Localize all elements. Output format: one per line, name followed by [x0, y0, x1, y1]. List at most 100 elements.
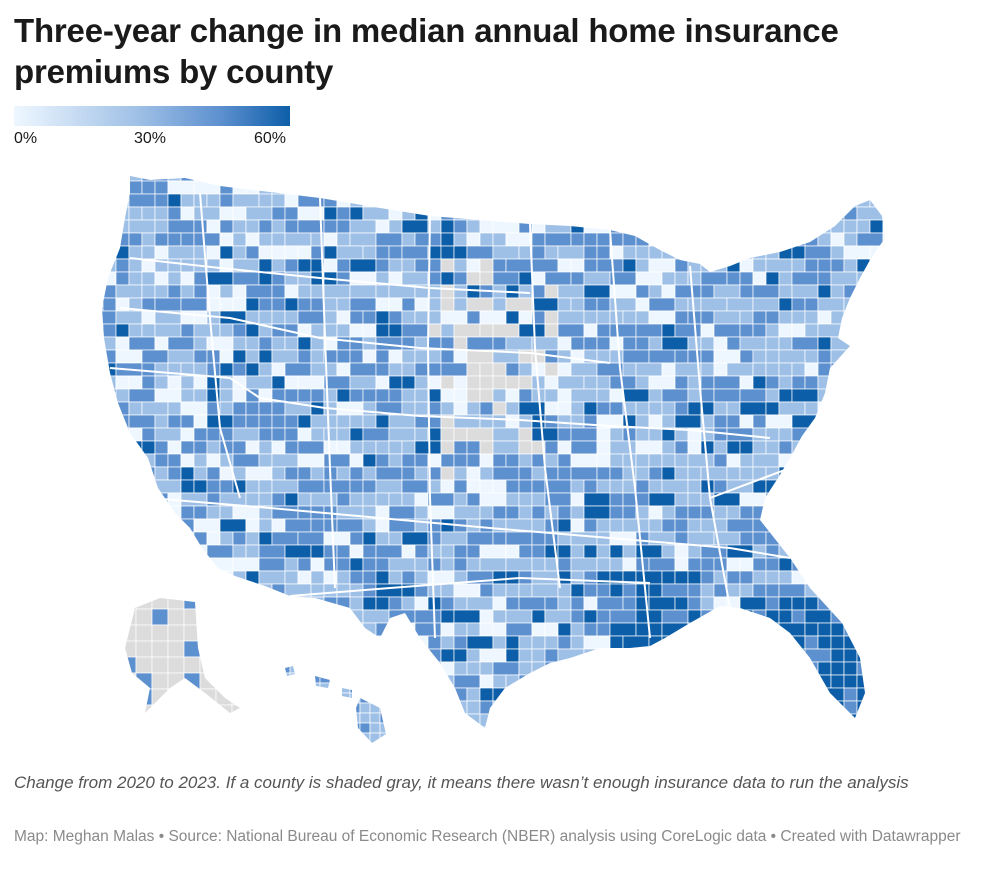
- county-tile[interactable]: [583, 193, 598, 208]
- county-tile[interactable]: [271, 310, 286, 325]
- county-tile[interactable]: [882, 583, 896, 598]
- county-tile[interactable]: [388, 557, 416, 572]
- county-tile[interactable]: [687, 531, 715, 546]
- county-tile[interactable]: [310, 544, 325, 559]
- county-tile[interactable]: [830, 427, 845, 442]
- county-tile[interactable]: [388, 674, 403, 689]
- county-tile[interactable]: [258, 349, 273, 364]
- county-tile[interactable]: [843, 661, 858, 676]
- county-tile[interactable]: [752, 323, 767, 338]
- county-tile[interactable]: [167, 414, 182, 429]
- county-tile[interactable]: [726, 245, 741, 260]
- county-tile[interactable]: [232, 596, 247, 611]
- county-tile[interactable]: [869, 557, 896, 572]
- county-tile[interactable]: [661, 401, 676, 416]
- county-tile[interactable]: [245, 661, 260, 676]
- county-tile[interactable]: [193, 466, 208, 481]
- county-tile[interactable]: [466, 336, 494, 351]
- county-tile[interactable]: [830, 388, 858, 403]
- county-tile[interactable]: [440, 193, 455, 208]
- county-tile[interactable]: [219, 479, 234, 494]
- county-tile[interactable]: [843, 284, 858, 299]
- county-tile[interactable]: [739, 375, 754, 390]
- county-tile[interactable]: [713, 440, 728, 455]
- county-tile[interactable]: [739, 453, 754, 468]
- county-tile[interactable]: [609, 453, 624, 468]
- county-tile[interactable]: [739, 401, 767, 416]
- county-tile[interactable]: [219, 206, 234, 221]
- county-tile[interactable]: [454, 753, 467, 758]
- county-tile[interactable]: [193, 440, 208, 455]
- county-tile[interactable]: [289, 663, 301, 674]
- county-tile[interactable]: [804, 622, 819, 637]
- county-tile[interactable]: [896, 740, 909, 753]
- county-tile[interactable]: [414, 401, 429, 416]
- county-tile[interactable]: [804, 583, 819, 598]
- county-tile[interactable]: [674, 674, 689, 689]
- county-tile[interactable]: [882, 180, 896, 195]
- county-tile[interactable]: [167, 375, 182, 390]
- county-tile[interactable]: [557, 622, 572, 637]
- county-tile[interactable]: [778, 168, 793, 182]
- county-tile[interactable]: [319, 712, 331, 724]
- county-tile[interactable]: [154, 206, 169, 221]
- county-tile[interactable]: [90, 362, 104, 377]
- county-tile[interactable]: [752, 427, 767, 442]
- county-tile[interactable]: [739, 570, 754, 585]
- county-tile[interactable]: [804, 258, 819, 273]
- county-tile[interactable]: [544, 648, 559, 663]
- county-tile[interactable]: [583, 219, 611, 234]
- county-tile[interactable]: [339, 702, 351, 714]
- county-tile[interactable]: [310, 349, 325, 364]
- county-tile[interactable]: [700, 375, 715, 390]
- county-tile[interactable]: [388, 168, 403, 182]
- county-tile[interactable]: [531, 505, 546, 520]
- county-tile[interactable]: [505, 492, 520, 507]
- county-tile[interactable]: [544, 713, 559, 728]
- county-tile[interactable]: [804, 674, 832, 689]
- county-tile[interactable]: [115, 310, 143, 325]
- county-tile[interactable]: [479, 583, 494, 598]
- county-tile[interactable]: [635, 700, 663, 715]
- county-tile[interactable]: [323, 284, 351, 299]
- county-tile[interactable]: [479, 414, 494, 429]
- county-tile[interactable]: [493, 753, 506, 758]
- county-tile[interactable]: [661, 323, 676, 338]
- county-tile[interactable]: [115, 700, 130, 715]
- county-tile[interactable]: [700, 583, 715, 598]
- county-tile[interactable]: [271, 180, 299, 195]
- county-tile[interactable]: [635, 362, 663, 377]
- county-tile[interactable]: [388, 323, 403, 338]
- county-tile[interactable]: [285, 753, 298, 758]
- county-tile[interactable]: [167, 624, 185, 642]
- county-tile[interactable]: [167, 593, 185, 610]
- county-tile[interactable]: [90, 453, 104, 468]
- county-tile[interactable]: [558, 740, 571, 753]
- county-tile[interactable]: [289, 722, 301, 734]
- county-tile[interactable]: [661, 479, 689, 494]
- county-tile[interactable]: [635, 492, 650, 507]
- county-tile[interactable]: [726, 635, 741, 650]
- county-tile[interactable]: [271, 297, 286, 312]
- county-tile[interactable]: [557, 661, 572, 676]
- county-tile[interactable]: [557, 206, 585, 221]
- county-tile[interactable]: [674, 245, 689, 260]
- county-tile[interactable]: [440, 609, 455, 624]
- county-tile[interactable]: [427, 583, 442, 598]
- county-tile[interactable]: [648, 180, 663, 195]
- county-tile[interactable]: [376, 740, 389, 753]
- county-tile[interactable]: [258, 661, 273, 676]
- county-tile[interactable]: [739, 245, 754, 260]
- county-tile[interactable]: [284, 232, 312, 247]
- county-tile[interactable]: [765, 687, 780, 702]
- county-tile[interactable]: [856, 258, 871, 273]
- county-tile[interactable]: [791, 271, 819, 286]
- county-tile[interactable]: [635, 336, 650, 351]
- county-tile[interactable]: [219, 622, 234, 637]
- county-tile[interactable]: [830, 193, 845, 208]
- county-tile[interactable]: [492, 427, 520, 442]
- county-tile[interactable]: [739, 596, 767, 611]
- county-tile[interactable]: [661, 440, 676, 455]
- county-tile[interactable]: [896, 506, 909, 519]
- county-tile[interactable]: [557, 258, 572, 273]
